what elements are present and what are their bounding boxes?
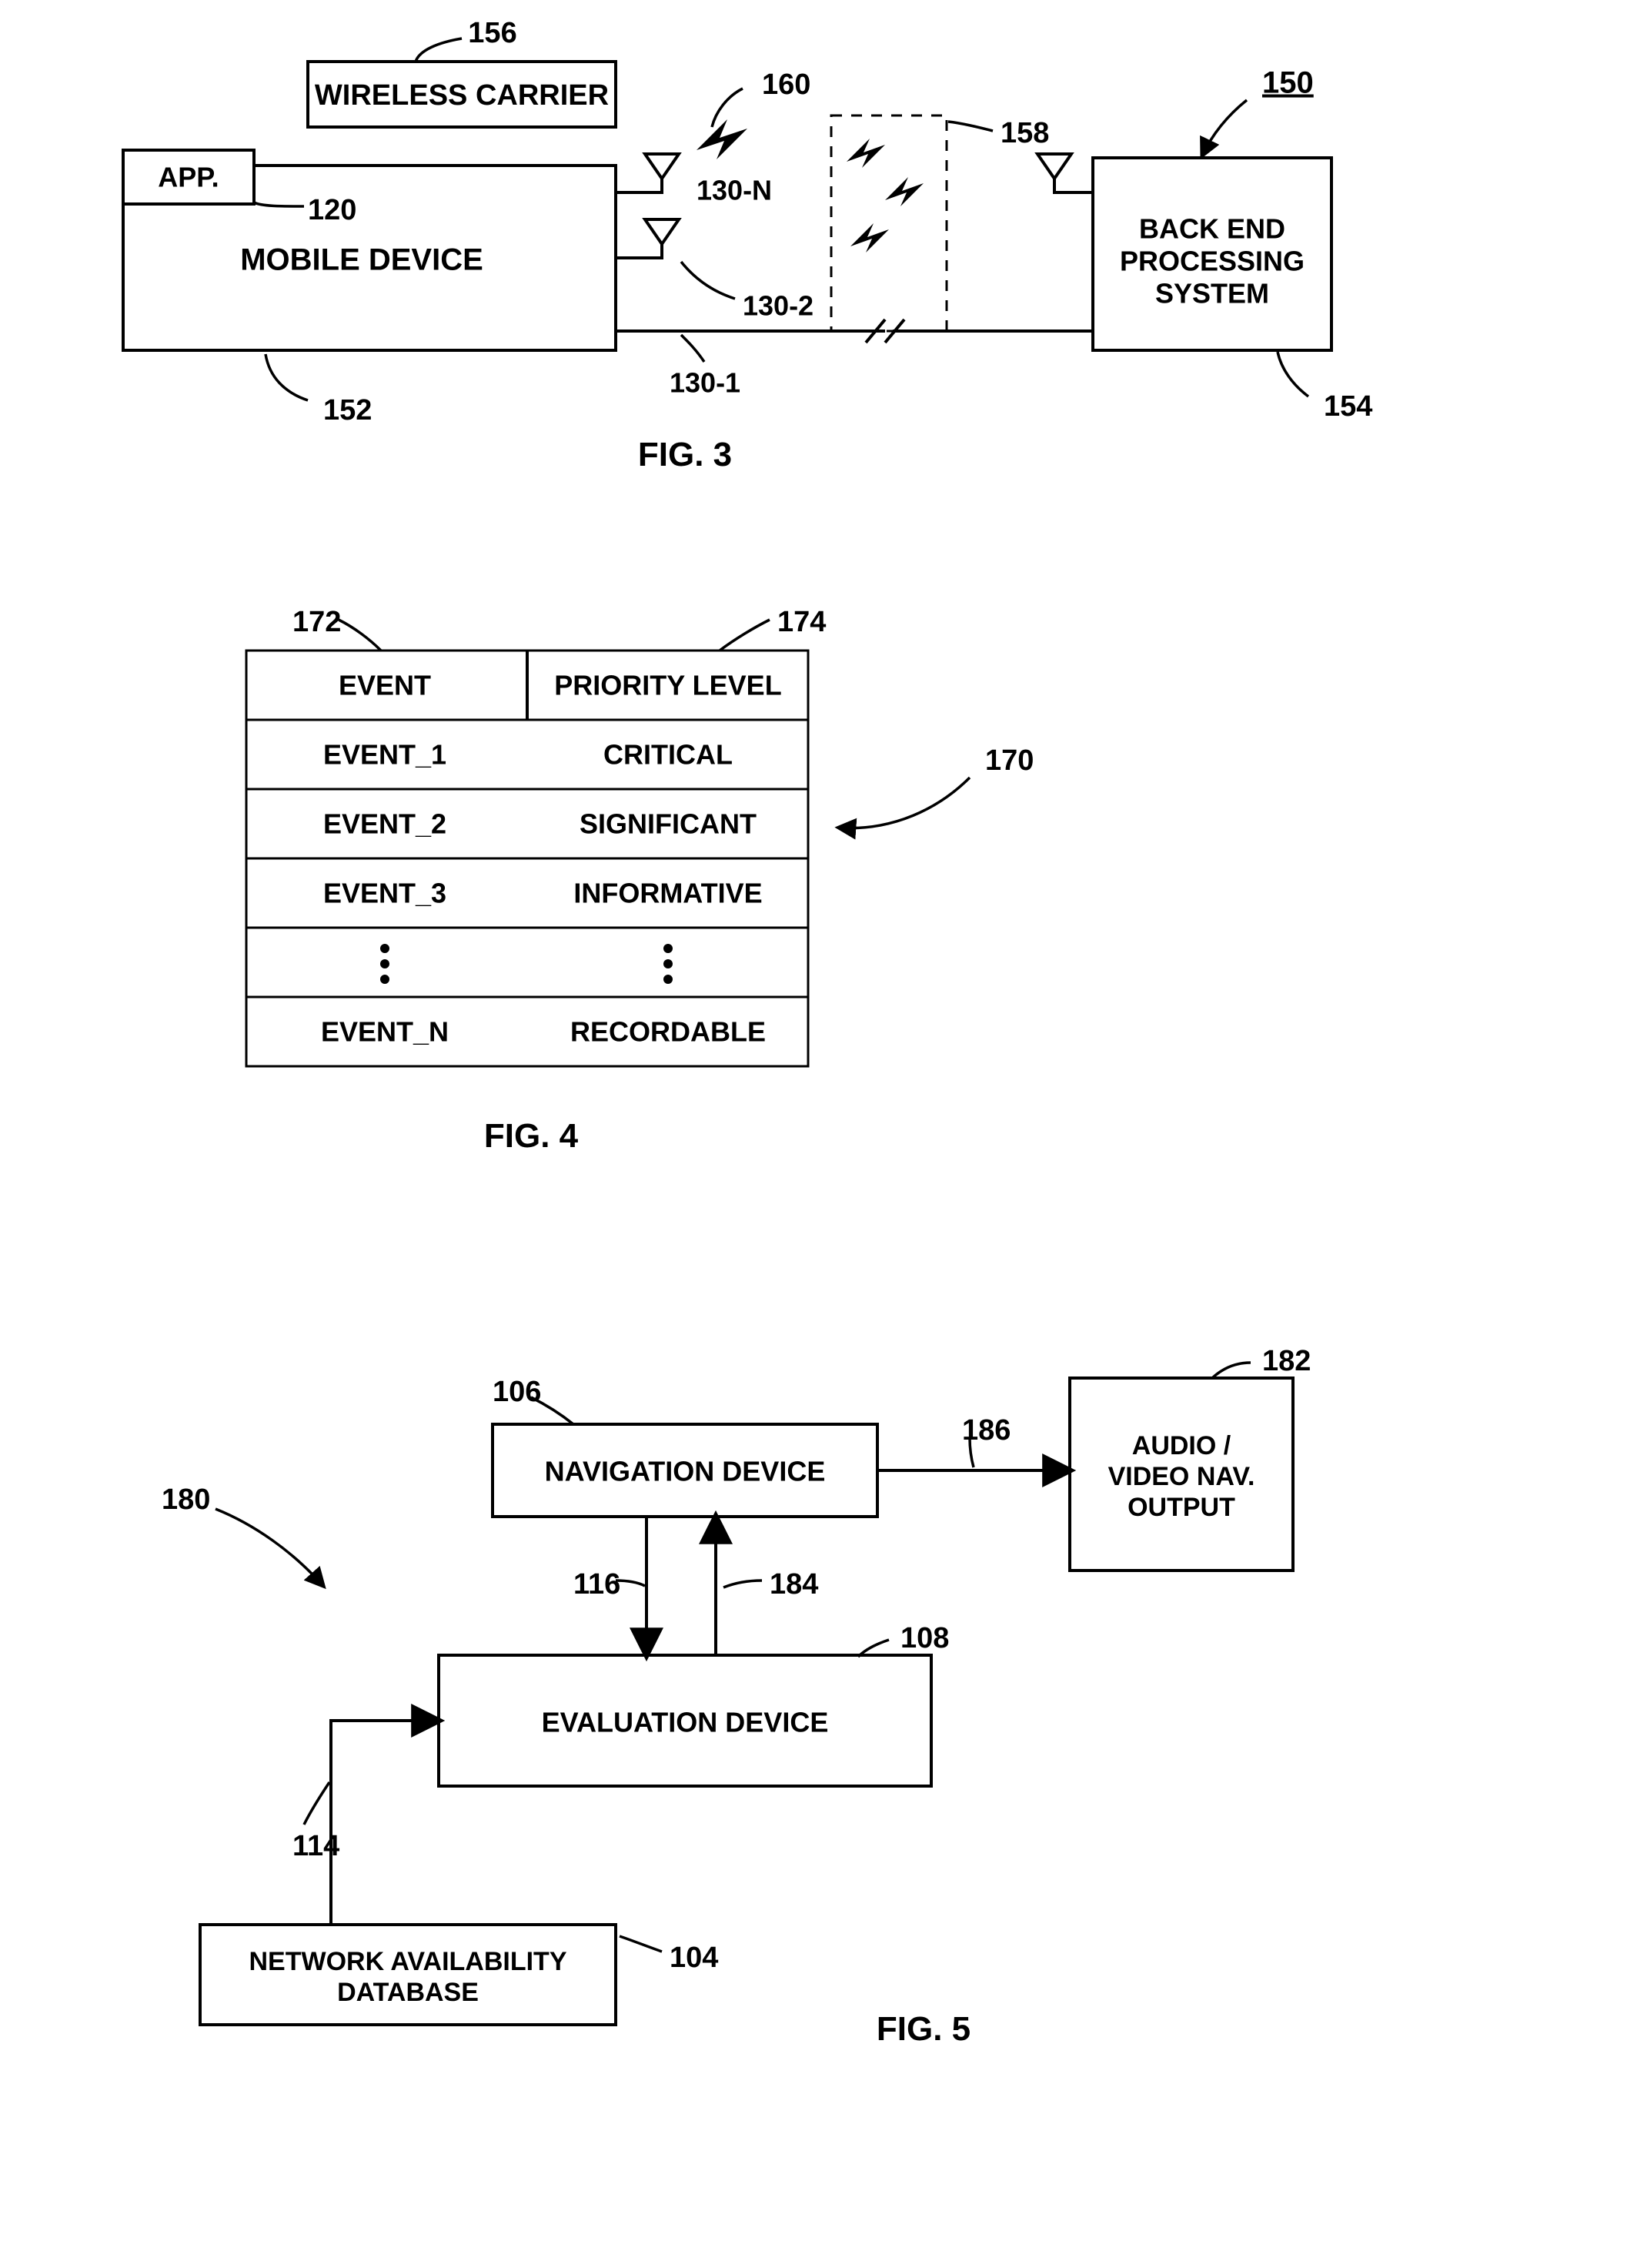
leader-106	[531, 1397, 573, 1424]
leader-130-2	[681, 262, 735, 299]
wireless-carrier-label: WIRELESS CARRIER	[315, 79, 609, 112]
ref-158: 158	[1001, 117, 1049, 149]
antennas-mobile	[616, 154, 1093, 343]
header-right: PRIORITY LEVEL	[554, 670, 781, 701]
net-db-line1: NETWORK AVAILABILITY	[249, 1947, 567, 1976]
leader-174	[720, 620, 770, 651]
ref-120: 120	[308, 194, 356, 226]
ref-130n: 130-N	[697, 175, 772, 206]
av-line1: AUDIO /	[1132, 1431, 1231, 1460]
fig4-caption: FIG. 4	[484, 1117, 579, 1155]
leader-130-1	[681, 335, 704, 362]
ref-180: 180	[162, 1484, 210, 1516]
ref-160: 160	[762, 69, 810, 101]
ref-152: 152	[323, 394, 372, 427]
ref-150: 150	[1262, 66, 1314, 100]
eval-device-label: EVALUATION DEVICE	[542, 1707, 829, 1738]
leader-152	[266, 354, 308, 400]
leader-158	[948, 122, 993, 131]
antenna-backend	[1037, 154, 1093, 192]
ref-130-1: 130-1	[670, 367, 740, 399]
net-db-line2: DATABASE	[337, 1978, 479, 2007]
ref-114: 114	[292, 1830, 339, 1862]
header-left: EVENT	[339, 670, 431, 701]
r3c1: EVENT_3	[323, 878, 446, 909]
dots-right	[663, 944, 673, 984]
event-table: EVENT PRIORITY LEVEL EVENT_1 CRITICAL EV…	[246, 651, 808, 1066]
ref-104: 104	[670, 1942, 718, 1974]
r2c1: EVENT_2	[323, 808, 446, 840]
back-end-line3: SYSTEM	[1155, 278, 1269, 309]
leader-160	[712, 89, 743, 127]
r1c2: CRITICAL	[603, 739, 733, 771]
fig3-caption: FIG. 3	[638, 436, 732, 473]
av-line2: VIDEO NAV.	[1108, 1462, 1255, 1491]
figure-5: NAVIGATION DEVICE AUDIO / VIDEO NAV. OUT…	[162, 1345, 1311, 2048]
leader-182	[1212, 1363, 1251, 1378]
leader-154	[1278, 352, 1308, 396]
dots-left	[380, 944, 389, 984]
ref-108: 108	[900, 1622, 949, 1654]
leader-184	[723, 1581, 762, 1587]
r3c2: INFORMATIVE	[573, 878, 762, 909]
leader-170	[839, 778, 970, 828]
back-end-line2: PROCESSING	[1120, 246, 1305, 277]
r2c2: SIGNIFICANT	[580, 808, 757, 840]
ref-172: 172	[292, 606, 341, 638]
rNc2: RECORDABLE	[570, 1016, 766, 1048]
row-dots	[246, 928, 808, 997]
av-line3: OUTPUT	[1128, 1493, 1235, 1522]
arrow-db-to-eval	[331, 1721, 435, 1925]
ref-106: 106	[493, 1376, 541, 1408]
figure-3: MOBILE DEVICE APP. WIRELESS CARRIER BACK…	[123, 17, 1372, 473]
diagram-root: MOBILE DEVICE APP. WIRELESS CARRIER BACK…	[0, 0, 1627, 2264]
mobile-device-label: MOBILE DEVICE	[240, 243, 483, 277]
fig5-caption: FIG. 5	[877, 2010, 971, 2048]
wireless-bolt-icon	[697, 119, 747, 159]
bolt-icons	[847, 139, 924, 253]
leader-114	[304, 1782, 329, 1825]
r1c1: EVENT_1	[323, 739, 446, 771]
ref-116: 116	[573, 1568, 620, 1601]
ref-182: 182	[1262, 1345, 1311, 1377]
ref-130-2: 130-2	[743, 290, 814, 322]
back-end-line1: BACK END	[1139, 213, 1285, 245]
figure-4: EVENT PRIORITY LEVEL EVENT_1 CRITICAL EV…	[246, 606, 1034, 1155]
leader-104	[620, 1936, 662, 1952]
interference-zone	[831, 115, 947, 331]
leader-180	[215, 1509, 323, 1586]
app-label: APP.	[158, 162, 219, 193]
leader-150	[1202, 100, 1247, 156]
nav-device-label: NAVIGATION DEVICE	[545, 1456, 826, 1487]
leader-172	[339, 620, 381, 651]
ref-170: 170	[985, 744, 1034, 777]
rNc1: EVENT_N	[321, 1016, 449, 1048]
ref-156: 156	[468, 17, 516, 49]
leader-156	[416, 38, 462, 62]
ref-184: 184	[770, 1568, 818, 1601]
ref-154: 154	[1324, 390, 1372, 423]
ref-174: 174	[777, 606, 826, 638]
